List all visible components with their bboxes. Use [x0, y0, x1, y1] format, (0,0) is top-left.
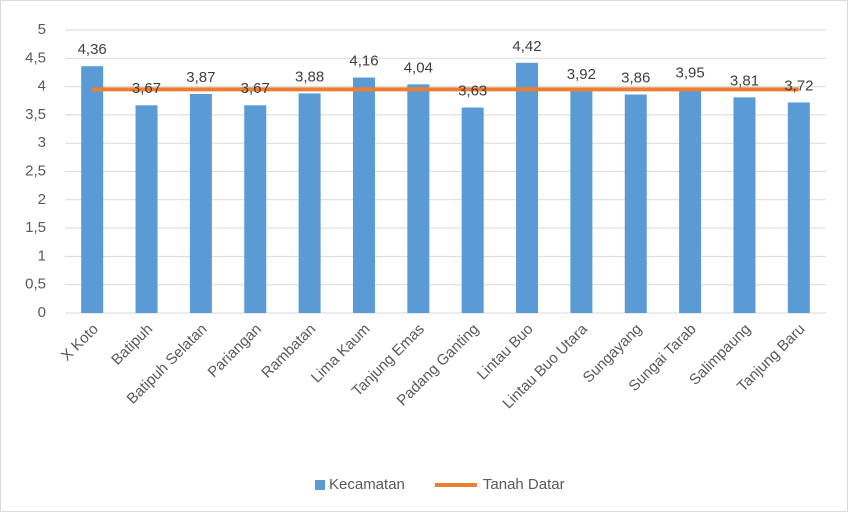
legend-label: Tanah Datar	[483, 476, 565, 493]
bar	[352, 77, 375, 313]
data-label: 3,87	[186, 69, 215, 86]
y-tick-label: 1	[38, 247, 46, 264]
data-label: 3,72	[784, 77, 813, 94]
data-label: 3,81	[730, 72, 759, 89]
bar	[679, 89, 702, 314]
bar	[461, 107, 484, 314]
data-label: 4,16	[349, 53, 378, 70]
bar	[298, 93, 321, 313]
bar	[570, 91, 593, 314]
bar	[189, 93, 212, 313]
legend-label: Kecamatan	[329, 476, 405, 493]
data-label: 3,67	[132, 80, 161, 97]
y-tick-label: 2	[38, 191, 46, 208]
y-tick-label: 1,5	[25, 219, 46, 236]
bar	[733, 97, 756, 313]
bar	[787, 102, 810, 313]
y-tick-label: 4	[38, 78, 46, 95]
data-label: 4,36	[78, 41, 107, 58]
bar	[407, 84, 430, 313]
y-tick-label: 0,5	[25, 276, 46, 293]
bar	[244, 105, 267, 313]
y-tick-label: 5	[38, 21, 46, 38]
y-tick-label: 3	[38, 134, 46, 151]
y-tick-label: 3,5	[25, 106, 46, 123]
data-label: 3,63	[458, 83, 487, 100]
y-tick-label: 4,5	[25, 49, 46, 66]
legend-swatch	[315, 480, 325, 490]
bar	[624, 94, 647, 313]
data-label: 3,67	[241, 80, 270, 97]
bar	[135, 105, 158, 313]
data-label: 3,92	[567, 66, 596, 83]
data-label: 3,95	[676, 64, 705, 81]
data-label: 4,04	[404, 59, 433, 76]
bar	[516, 62, 539, 313]
data-label: 4,42	[512, 38, 541, 55]
y-tick-label: 0	[38, 304, 46, 321]
data-label: 3,88	[295, 68, 324, 85]
y-tick-label: 2,5	[25, 162, 46, 179]
bar	[81, 66, 104, 313]
data-label: 3,86	[621, 69, 650, 86]
